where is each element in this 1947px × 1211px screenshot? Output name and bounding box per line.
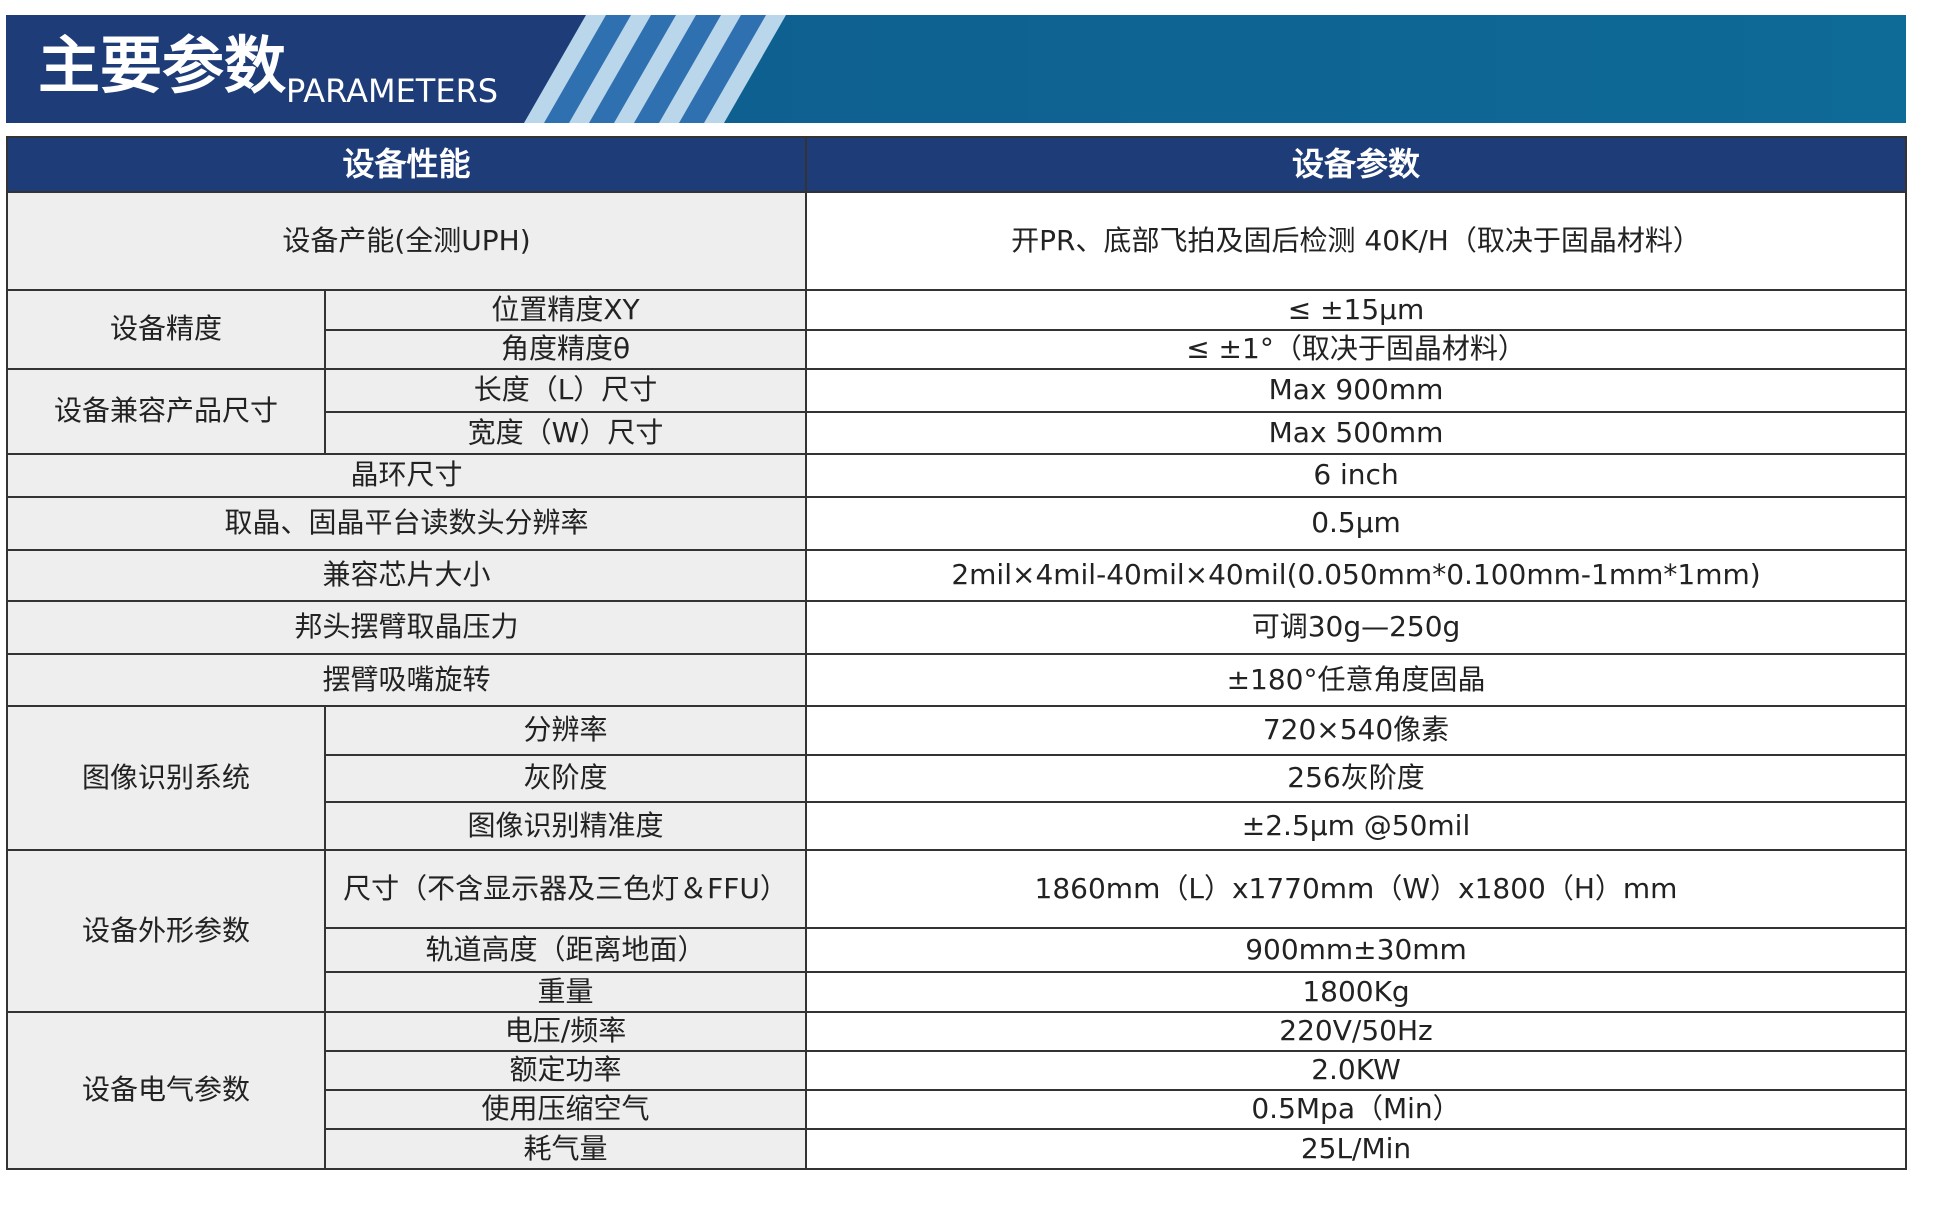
label-cell: 轨道高度（距离地面） (323, 927, 808, 973)
value-cell: 256灰阶度 (805, 754, 1908, 803)
title: 主要参数 (38, 29, 286, 102)
label-cell: 设备产能(全测UPH) (5, 191, 808, 291)
value-cell: ±180°任意角度固晶 (805, 653, 1908, 707)
table-row: 设备电气参数 电压/频率 220V/50Hz (6, 1011, 1908, 1170)
value-cell: ±2.5μm @50mil (805, 801, 1908, 851)
value-cell: 6 inch (805, 453, 1908, 498)
label-cell: 图像识别系统 (6, 705, 326, 851)
table-row: 重量 1800Kg (7, 971, 1908, 1013)
banner: 主要参数 PARAMETERS (6, 15, 1906, 123)
label-cell: 摆臂吸嘴旋转 (5, 653, 808, 707)
table-row: 摆臂吸嘴旋转 ±180°任意角度固晶 (5, 653, 1908, 707)
value-cell: 1800Kg (805, 971, 1908, 1013)
banner-dark (6, 15, 586, 123)
table-row: 灰阶度 256灰阶度 (7, 754, 1908, 803)
label-cell: 角度精度θ (323, 329, 808, 370)
table-row: 晶环尺寸 6 inch (5, 453, 1908, 498)
table-row: 宽度（W）尺寸 Max 500mm (7, 411, 1908, 455)
stripe (544, 15, 631, 123)
label-cell: 耗气量 (323, 1128, 808, 1170)
label-cell: 设备精度 (6, 289, 326, 370)
table-row: 设备精度 位置精度XY ≤ ±15μm (6, 289, 1908, 370)
label-cell: 晶环尺寸 (5, 453, 808, 498)
column-header: 设备参数 (805, 136, 1908, 193)
column-header: 设备性能 (5, 136, 808, 193)
table-row: 取晶、固晶平台读数头分辨率 0.5μm (5, 496, 1908, 551)
label-cell: 取晶、固晶平台读数头分辨率 (5, 496, 808, 551)
label-cell: 分辨率 (323, 705, 808, 756)
value-cell: Max 900mm (805, 368, 1908, 413)
value-cell: 0.5Mpa（Min） (805, 1089, 1908, 1130)
value-cell: 220V/50Hz (805, 1011, 1908, 1052)
stripe (634, 15, 721, 123)
table-row: 耗气量 25L/Min (7, 1128, 1908, 1170)
stripes-bg (524, 15, 786, 123)
table-row: 设备产能(全测UPH) 开PR、底部飞拍及固后检测 40K/H（取决于固晶材料） (5, 191, 1908, 291)
stripe (679, 15, 766, 123)
value-cell: 1860mm（L）x1770mm（W）x1800（H）mm (805, 849, 1908, 929)
value-cell: 720×540像素 (805, 705, 1908, 756)
label-cell: 图像识别精准度 (323, 801, 808, 851)
value-cell: Max 500mm (805, 411, 1908, 455)
label-cell: 重量 (323, 971, 808, 1013)
label-cell: 使用压缩空气 (323, 1089, 808, 1130)
label-cell: 宽度（W）尺寸 (323, 411, 808, 455)
value-cell: 0.5μm (805, 496, 1908, 551)
table-row: 额定功率 2.0KW (7, 1050, 1908, 1091)
label-cell: 长度（L）尺寸 (323, 368, 808, 413)
table-row: 图像识别系统 分辨率 720×540像素 (6, 705, 1908, 851)
table-row: 邦头摆臂取晶压力 可调30g—250g (5, 600, 1908, 655)
label-cell: 设备电气参数 (6, 1011, 326, 1170)
table-row: 设备兼容产品尺寸 长度（L）尺寸 Max 900mm (6, 368, 1908, 455)
label-cell: 额定功率 (323, 1050, 808, 1091)
label-cell: 兼容芯片大小 (5, 549, 808, 602)
value-cell: ≤ ±1°（取决于固晶材料） (805, 329, 1908, 370)
value-cell: 开PR、底部飞拍及固后检测 40K/H（取决于固晶材料） (805, 191, 1908, 291)
value-cell: 25L/Min (805, 1128, 1908, 1170)
param-table: 设备性能 设备参数 设备产能(全测UPH) 开PR、底部飞拍及固后检测 40K/H… (5, 136, 1908, 1170)
table-row: 轨道高度（距离地面） 900mm±30mm (7, 927, 1908, 973)
label-cell: 邦头摆臂取晶压力 (5, 600, 808, 655)
table-row: 角度精度θ ≤ ±1°（取决于固晶材料） (7, 329, 1908, 370)
table-row: 使用压缩空气 0.5Mpa（Min） (7, 1089, 1908, 1130)
value-cell: ≤ ±15μm (805, 289, 1908, 331)
label-cell: 电压/频率 (323, 1011, 808, 1052)
subtitle: PARAMETERS (286, 72, 498, 110)
label-cell: 设备外形参数 (6, 849, 326, 1013)
label-cell: 设备兼容产品尺寸 (6, 368, 326, 455)
table-row: 设备外形参数 尺寸（不含显示器及三色灯＆FFU） 1860mm（L）x1770mm（… (6, 849, 1908, 1013)
table-body: 设备产能(全测UPH) 开PR、底部飞拍及固后检测 40K/H（取决于固晶材料）设… (5, 191, 1908, 1170)
header-row: 设备性能 设备参数 (5, 136, 1908, 193)
label-cell: 灰阶度 (323, 754, 808, 803)
table-row: 兼容芯片大小 2mil×4mil-40mil×40mil(0.050mm*0.10… (5, 549, 1908, 602)
value-cell: 2.0KW (805, 1050, 1908, 1091)
label-cell: 尺寸（不含显示器及三色灯＆FFU） (323, 849, 808, 929)
label-cell: 位置精度XY (323, 289, 808, 331)
value-cell: 可调30g—250g (805, 600, 1908, 655)
stripe (589, 15, 676, 123)
value-cell: 2mil×4mil-40mil×40mil(0.050mm*0.100mm-1m… (805, 549, 1908, 602)
table-row: 图像识别精准度 ±2.5μm @50mil (7, 801, 1908, 851)
value-cell: 900mm±30mm (805, 927, 1908, 973)
